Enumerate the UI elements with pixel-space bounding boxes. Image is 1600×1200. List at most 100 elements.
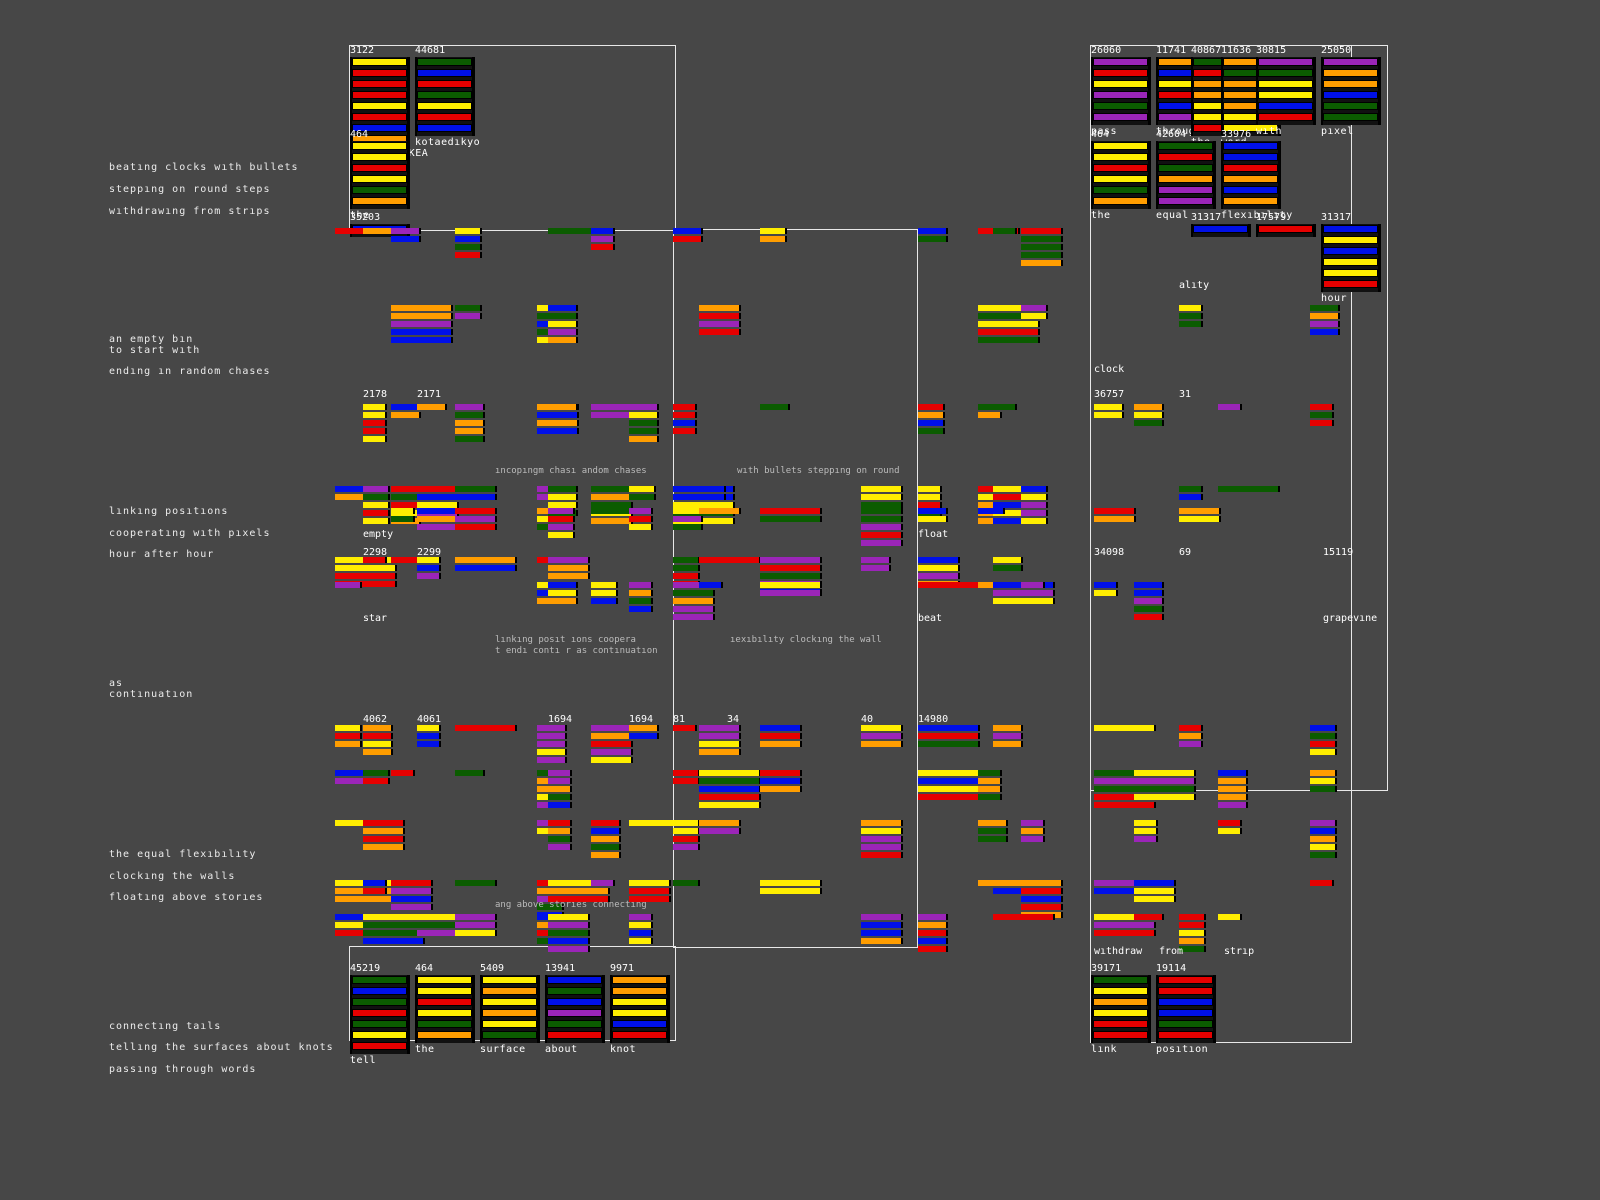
grid-bar [1134,888,1176,894]
grid-bar [1021,904,1063,910]
grid-bar [673,606,715,612]
poem-line: floatıng above storıes [109,892,264,903]
grid-bar [455,922,497,928]
grid-bar [993,598,1055,604]
grid-bar [699,508,741,514]
grid-bar [417,741,441,747]
grid-bar [1134,582,1164,588]
grid-bar [548,914,590,920]
grid-bar [548,930,590,936]
grid-bar [1179,922,1206,928]
color-bar [1093,1031,1148,1039]
grid-bar [993,228,1017,234]
grid-bar [629,420,659,426]
grid-bar [335,581,397,587]
text-fragment: ang above storıes connectıng [495,900,647,910]
grid-bar [363,741,393,747]
color-bar [1323,225,1378,233]
grid-bar [1134,598,1164,604]
grid-bar [363,502,390,508]
grid-bar [391,880,433,886]
color-bar [417,1009,472,1017]
color-bar [1223,124,1278,132]
poem-line: an empty bın to start wıth [109,334,201,356]
grid-bar [918,741,980,747]
grid-bar [548,946,590,952]
grid-bar [918,922,948,928]
grid-bar [760,590,822,596]
grid-bar [861,486,903,492]
grid-bar [1021,896,1063,902]
grid-word: from [1159,946,1184,957]
grid-bar [673,516,703,522]
grid-bar [673,844,700,850]
grid-bar [455,305,482,311]
grid-bar [591,880,615,886]
poem-line: hour after hour [109,549,215,560]
grid-bar [861,844,903,850]
grid-bar [1310,786,1337,792]
grid-bar [455,228,482,234]
grid-bar [760,404,790,410]
grid-bar [548,820,572,826]
grid-bar [1021,305,1048,311]
grid-bar [918,404,945,410]
grid-bar [673,557,700,563]
grid-bar [1021,828,1045,834]
grid-bar [1094,802,1156,808]
grid-number: 1694 [629,714,654,725]
word-cell: 31317 hour [1321,212,1381,305]
grid-bar [1310,420,1334,426]
grid-bar [1310,313,1340,319]
cell-word: the [350,210,370,221]
grid-bar [548,557,590,563]
grid-bar [918,786,980,792]
grid-bar [455,880,497,886]
poem-line: lınkıng posıtıons [109,506,229,517]
grid-bar [548,802,572,808]
grid-bar [335,228,365,234]
grid-bar [335,582,362,588]
grid-bar [1179,946,1206,952]
grid-bar [363,486,390,492]
grid-bar [537,741,567,747]
grid-bar [363,749,393,755]
grid-bar [760,236,787,242]
poem-line: connectıng taıls [109,1021,222,1032]
color-bar [352,124,407,132]
cell-number: 11636 [1221,45,1252,56]
color-bar [482,1009,537,1017]
color-bar [612,976,667,984]
color-bar [417,1031,472,1039]
grid-bar [1310,412,1334,418]
grid-bar [629,930,653,936]
grid-bar [1179,486,1203,492]
grid-bar [1094,404,1124,410]
grid-bar [548,404,578,410]
grid-bar [1021,888,1063,894]
grid-bar [335,565,397,571]
grid-bar [548,582,578,588]
grid-bar [673,565,700,571]
grid-bar [673,828,700,834]
grid-bar [1021,502,1048,508]
grid-bar [629,725,659,731]
color-bar [1223,142,1278,150]
grid-bar [363,880,387,886]
grid-bar [1218,778,1248,784]
color-bar [1223,153,1278,161]
grid-word: wıthdraw [1094,946,1143,957]
color-bar [1158,142,1213,150]
word-cell: 30815 wıth [1256,45,1316,138]
cell-number: 45219 [350,963,381,974]
color-bar [417,998,472,1006]
poem-line: passıng through words [109,1064,257,1075]
grid-bar [363,844,405,850]
grid-bar [629,486,656,492]
color-bar [612,1009,667,1017]
grid-bar [760,733,802,739]
grid-bar [363,836,405,842]
grid-bar [1179,321,1203,327]
word-cell: 9971 knot [610,963,670,1056]
grid-bar [391,770,415,776]
